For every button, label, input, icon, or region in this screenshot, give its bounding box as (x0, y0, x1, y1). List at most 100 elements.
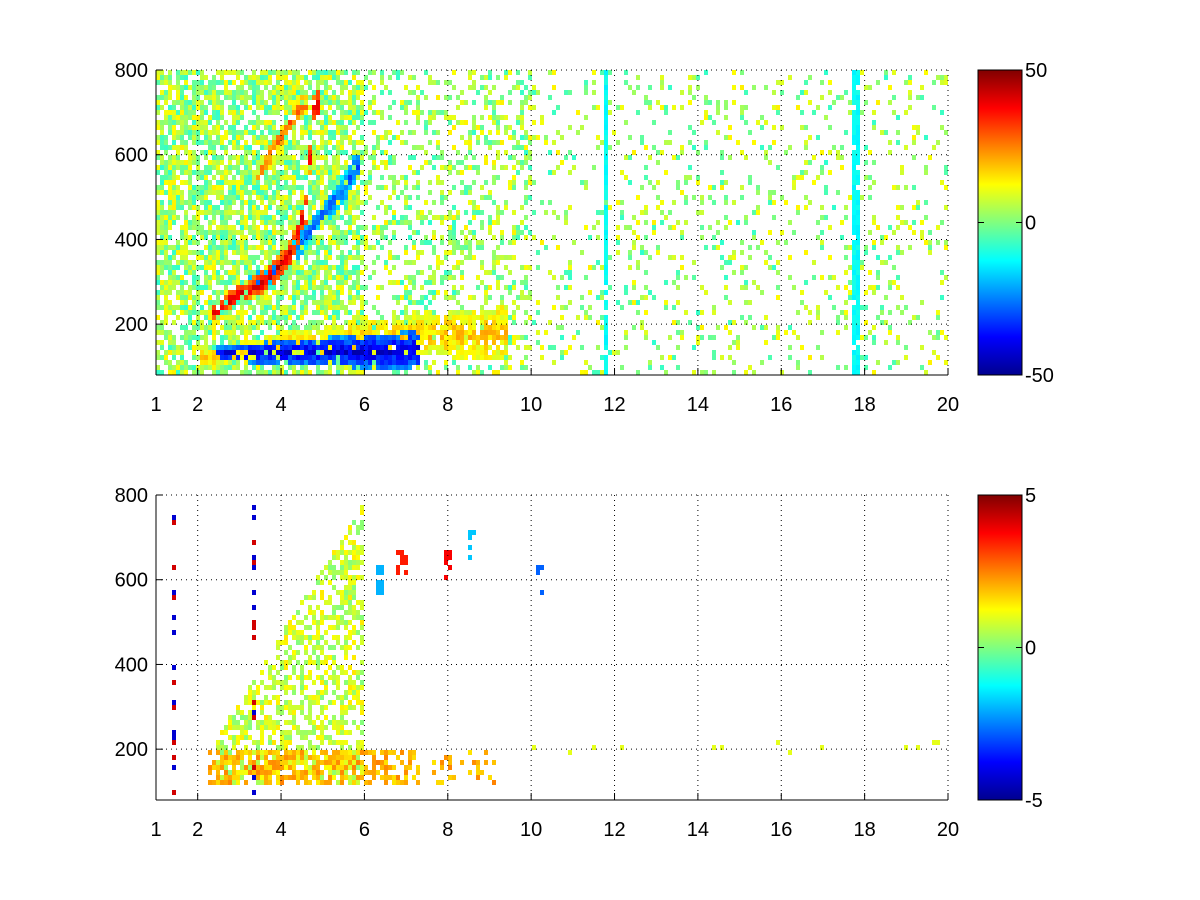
heatmap-cell (292, 285, 296, 290)
heatmap-cell (316, 275, 320, 280)
heatmap-cell (748, 315, 752, 320)
heatmap-cell (308, 145, 312, 150)
heatmap-cell (300, 110, 304, 115)
heatmap-cell (396, 70, 400, 75)
heatmap-cell (300, 675, 304, 680)
heatmap-cell (184, 105, 188, 110)
heatmap-cell (248, 255, 252, 260)
heatmap-cell (620, 210, 624, 215)
heatmap-cell (200, 150, 204, 155)
heatmap-cell (596, 370, 600, 375)
heatmap-cell (284, 70, 288, 75)
heatmap-cell (180, 300, 184, 305)
heatmap-cell (436, 140, 440, 145)
heatmap-cell (300, 315, 304, 320)
heatmap-cell (296, 335, 300, 340)
heatmap-cell (672, 255, 676, 260)
heatmap-cell (196, 85, 200, 90)
heatmap-cell (660, 150, 664, 155)
heatmap-cell (328, 95, 332, 100)
heatmap-cell (348, 195, 352, 200)
heatmap-cell (364, 225, 368, 230)
heatmap-cell (428, 310, 432, 315)
heatmap-cell (568, 205, 572, 210)
heatmap-cell (184, 235, 188, 240)
heatmap-cell (224, 120, 228, 125)
heatmap-cell (532, 235, 536, 240)
heatmap-cell (296, 185, 300, 190)
heatmap-cell (316, 110, 320, 115)
heatmap-cell (168, 160, 172, 165)
heatmap-cell (308, 95, 312, 100)
heatmap-cell (312, 260, 316, 265)
heatmap-cell (872, 325, 876, 330)
heatmap-cell (304, 110, 308, 115)
heatmap-cell (284, 180, 288, 185)
heatmap-cell (324, 190, 328, 195)
x-tick-label: 1 (150, 394, 161, 416)
heatmap-cell (504, 315, 508, 320)
heatmap-cell (280, 140, 284, 145)
heatmap-cell (256, 745, 260, 750)
heatmap-cell (248, 345, 252, 350)
heatmap-cell (168, 300, 172, 305)
heatmap-cell (276, 260, 280, 265)
heatmap-cell (336, 350, 340, 355)
heatmap-cell (472, 70, 476, 75)
heatmap-cell (172, 195, 176, 200)
heatmap-cell (260, 360, 264, 365)
heatmap-cell (320, 120, 324, 125)
heatmap-cell (168, 360, 172, 365)
heatmap-cell (156, 70, 160, 75)
heatmap-cell (852, 305, 856, 310)
heatmap-cell (604, 85, 608, 90)
heatmap-cell (468, 330, 472, 335)
heatmap-cell (264, 250, 268, 255)
heatmap-cell (432, 335, 436, 340)
heatmap-cell (320, 195, 324, 200)
heatmap-cell (176, 85, 180, 90)
heatmap-cell (284, 110, 288, 115)
heatmap-cell (684, 180, 688, 185)
heatmap-cell (244, 95, 248, 100)
heatmap-cell (320, 200, 324, 205)
heatmap-cell (268, 150, 272, 155)
heatmap-cell (316, 245, 320, 250)
heatmap-cell (160, 260, 164, 265)
heatmap-cell (320, 80, 324, 85)
heatmap-cell (400, 280, 404, 285)
heatmap-cell (456, 150, 460, 155)
heatmap-cell (280, 345, 284, 350)
heatmap-cell (220, 750, 224, 755)
heatmap-cell (444, 330, 448, 335)
heatmap-cell (400, 355, 404, 360)
heatmap-cell (324, 130, 328, 135)
heatmap-cell (168, 245, 172, 250)
heatmap-cell (212, 165, 216, 170)
heatmap-cell (732, 370, 736, 375)
heatmap-cell (220, 115, 224, 120)
heatmap-cell (284, 115, 288, 120)
heatmap-cell (512, 165, 516, 170)
heatmap-cell (324, 125, 328, 130)
heatmap-cell (600, 70, 604, 75)
heatmap-cell (308, 135, 312, 140)
heatmap-cell (744, 105, 748, 110)
heatmap-cell (156, 330, 160, 335)
heatmap-cell (216, 100, 220, 105)
heatmap-cell (168, 115, 172, 120)
heatmap-cell (876, 360, 880, 365)
heatmap-cell (324, 70, 328, 75)
heatmap-cell (384, 160, 388, 165)
heatmap-cell (280, 335, 284, 340)
heatmap-cell (220, 755, 224, 760)
heatmap-cell (284, 195, 288, 200)
heatmap-cell (428, 115, 432, 120)
heatmap-cell (244, 355, 248, 360)
heatmap-cell (252, 700, 256, 705)
heatmap-cell (632, 90, 636, 95)
heatmap-cell (324, 275, 328, 280)
heatmap-cell (284, 690, 288, 695)
x-tick-label: 4 (275, 394, 286, 416)
heatmap-cell (352, 270, 356, 275)
